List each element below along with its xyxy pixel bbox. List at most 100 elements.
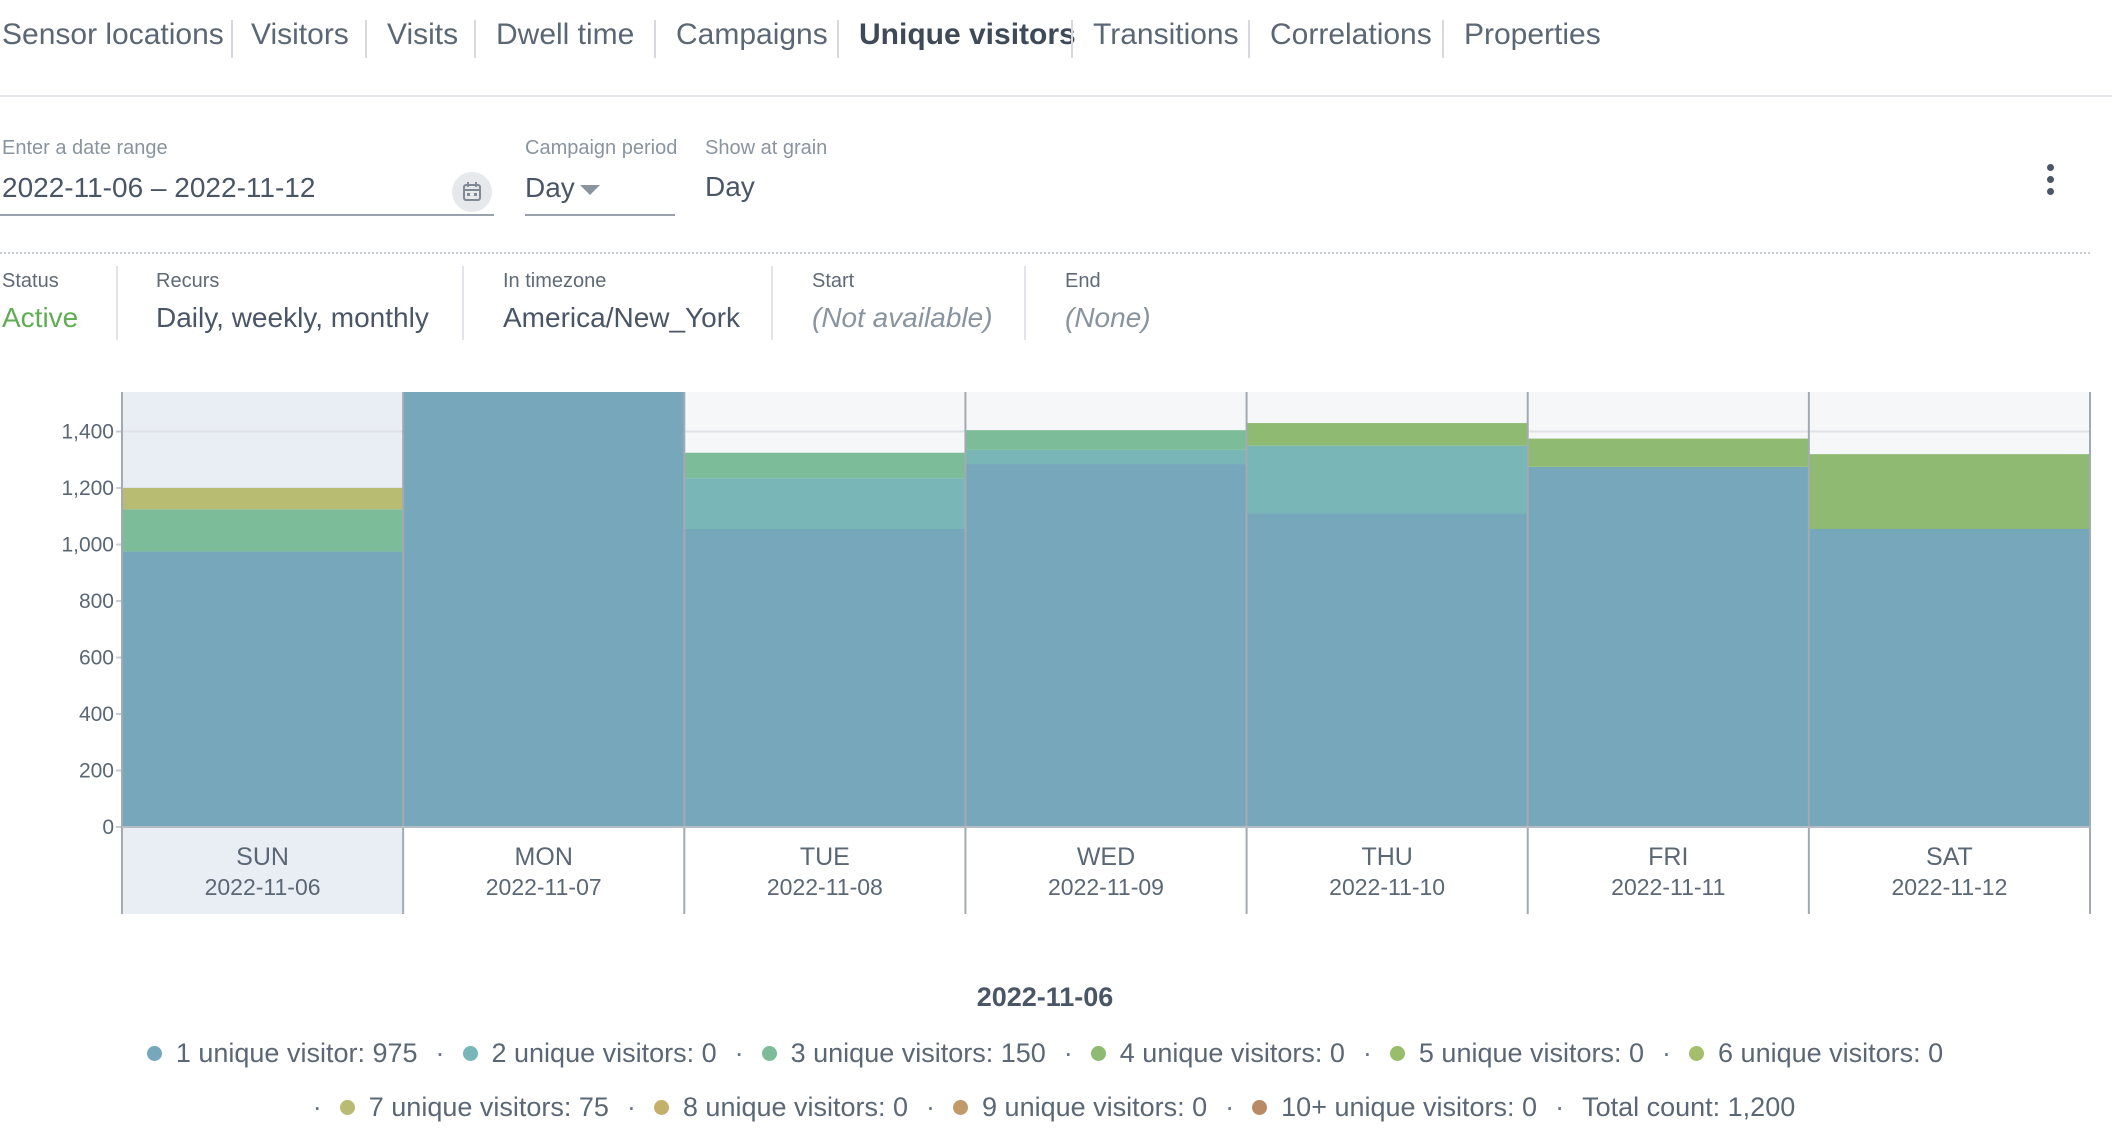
legend-separator: · xyxy=(1362,1038,1372,1068)
tab-visits[interactable]: Visits xyxy=(387,18,459,51)
x-date-label: 2022-11-07 xyxy=(486,874,602,900)
x-day-label: TUE xyxy=(800,843,850,871)
legend-item-text: 4 unique visitors: 0 xyxy=(1119,1038,1345,1068)
end-label: End xyxy=(1065,270,1101,292)
tab-sensor-locations[interactable]: Sensor locations xyxy=(2,18,224,51)
campaign-period-select[interactable]: Day xyxy=(525,172,575,203)
legend-item: 10+ unique visitors: 0 xyxy=(1252,1092,1537,1123)
bar-segment xyxy=(1527,438,1809,467)
x-day-label: SUN xyxy=(236,843,289,871)
bar-segment xyxy=(403,392,685,827)
bar-segment xyxy=(1527,466,1809,827)
legend-item: 4 unique visitors: 0 xyxy=(1090,1038,1345,1069)
tab-divider xyxy=(837,20,839,58)
tab-divider xyxy=(231,20,233,58)
y-tick-label: 800 xyxy=(79,590,114,613)
tab-visitors[interactable]: Visitors xyxy=(251,18,349,51)
more-vertical-icon[interactable] xyxy=(2040,160,2060,200)
bar-segment xyxy=(965,464,1247,827)
bar-segment xyxy=(1808,454,2090,529)
legend-item: 7 unique visitors: 75 xyxy=(339,1092,609,1123)
campaign-period-label: Campaign period xyxy=(525,137,678,159)
legend-dot-icon xyxy=(1090,1046,1106,1061)
tab-campaigns[interactable]: Campaigns xyxy=(676,18,828,51)
tab-correlations[interactable]: Correlations xyxy=(1270,18,1432,51)
bar-segment xyxy=(122,488,404,510)
tab-divider xyxy=(1071,20,1073,58)
x-day-label: MON xyxy=(515,843,573,871)
legend-item: 3 unique visitors: 150 xyxy=(761,1038,1046,1069)
y-tick-label: 600 xyxy=(79,647,114,670)
legend-separator: · xyxy=(312,1092,322,1122)
grain-label: Show at grain xyxy=(705,137,828,159)
bar-segment xyxy=(1246,513,1528,827)
unique-visitors-chart: 0 200 400 600 800 1,000 1,200 1,400 SUN 2022-11-0… xyxy=(61,392,2091,914)
bar-segment xyxy=(965,430,1247,450)
y-tick-label: 1,000 xyxy=(61,534,114,557)
bar-segment xyxy=(684,478,966,529)
legend-dot-icon xyxy=(1689,1046,1705,1061)
tab-unique-visitors[interactable]: Unique visitors xyxy=(859,18,1076,51)
legend-row: · 7 unique visitors: 75 · 8 unique visitors… xyxy=(0,1092,2090,1123)
legend-dot-icon xyxy=(761,1046,777,1061)
legend-item: 5 unique visitors: 0 xyxy=(1389,1038,1644,1069)
start-value: (Not available) xyxy=(812,302,993,333)
legend-item-text: 3 unique visitors: 150 xyxy=(790,1038,1046,1068)
status-divider xyxy=(1024,266,1026,340)
legend-item-text: 1 unique visitor: 975 xyxy=(175,1038,418,1068)
legend-dot-icon xyxy=(653,1100,669,1115)
legend-item-text: 2 unique visitors: 0 xyxy=(491,1038,717,1068)
status-value: Active xyxy=(2,302,79,333)
legend-item: 1 unique visitor: 975 xyxy=(146,1038,418,1069)
legend-dot-icon xyxy=(1389,1046,1405,1061)
status-divider xyxy=(771,266,773,340)
bar-segment xyxy=(122,551,404,827)
bar-segment xyxy=(122,509,404,552)
legend-separator: · xyxy=(435,1038,445,1068)
status-divider xyxy=(116,266,118,340)
legend-item: 8 unique visitors: 0 xyxy=(653,1092,908,1123)
y-tick-label: 0 xyxy=(102,816,114,839)
bar-segment xyxy=(1808,528,2090,827)
tab-bar: Sensor locations Visitors Visits Dwell t… xyxy=(0,0,2112,97)
legend-dot-icon xyxy=(339,1100,355,1115)
legend-separator: · xyxy=(1662,1038,1672,1068)
end-value: (None) xyxy=(1065,302,1151,333)
x-day-label: WED xyxy=(1077,843,1135,871)
campaign-period-underline xyxy=(525,214,675,216)
tab-transitions[interactable]: Transitions xyxy=(1093,18,1239,51)
date-range-underline xyxy=(0,214,494,216)
x-date-label: 2022-11-11 xyxy=(1611,874,1725,900)
date-range-input[interactable]: 2022-11-06 – 2022-11-12 xyxy=(2,172,316,203)
bar-segment xyxy=(1246,445,1528,514)
legend-separator: · xyxy=(1225,1092,1235,1122)
legend-dot-icon xyxy=(462,1046,478,1061)
caret-down-icon[interactable] xyxy=(580,185,600,195)
tab-divider xyxy=(1248,20,1250,58)
recurs-value: Daily, weekly, monthly xyxy=(156,302,429,333)
divider xyxy=(0,252,2090,254)
tab-properties[interactable]: Properties xyxy=(1464,18,1601,51)
legend-item: 6 unique visitors: 0 xyxy=(1689,1038,1943,1069)
start-label: Start xyxy=(812,270,855,292)
y-tick-label: 400 xyxy=(79,703,114,726)
x-day-label: SAT xyxy=(1926,843,1973,871)
legend-item-text: 6 unique visitors: 0 xyxy=(1718,1038,1944,1068)
legend-separator: · xyxy=(1063,1038,1073,1068)
x-day-label: THU xyxy=(1361,843,1412,871)
tab-divider xyxy=(474,20,476,58)
calendar-icon[interactable] xyxy=(452,172,492,212)
legend-row: 1 unique visitor: 975 · 2 unique visitors:… xyxy=(0,1038,2090,1069)
y-tick-label: 1,200 xyxy=(61,477,114,500)
legend-item: 2 unique visitors: 0 xyxy=(462,1038,717,1069)
tab-divider xyxy=(365,20,367,58)
x-date-label: 2022-11-09 xyxy=(1048,874,1164,900)
x-date-label: 2022-11-10 xyxy=(1329,874,1445,900)
x-date-label: 2022-11-12 xyxy=(1891,874,2007,900)
tab-dwell-time[interactable]: Dwell time xyxy=(496,18,635,51)
legend-separator: · xyxy=(1555,1092,1565,1122)
timezone-label: In timezone xyxy=(503,270,607,292)
bar-segment xyxy=(684,528,966,827)
date-range-label: Enter a date range xyxy=(2,137,168,159)
tab-divider xyxy=(1442,20,1444,58)
